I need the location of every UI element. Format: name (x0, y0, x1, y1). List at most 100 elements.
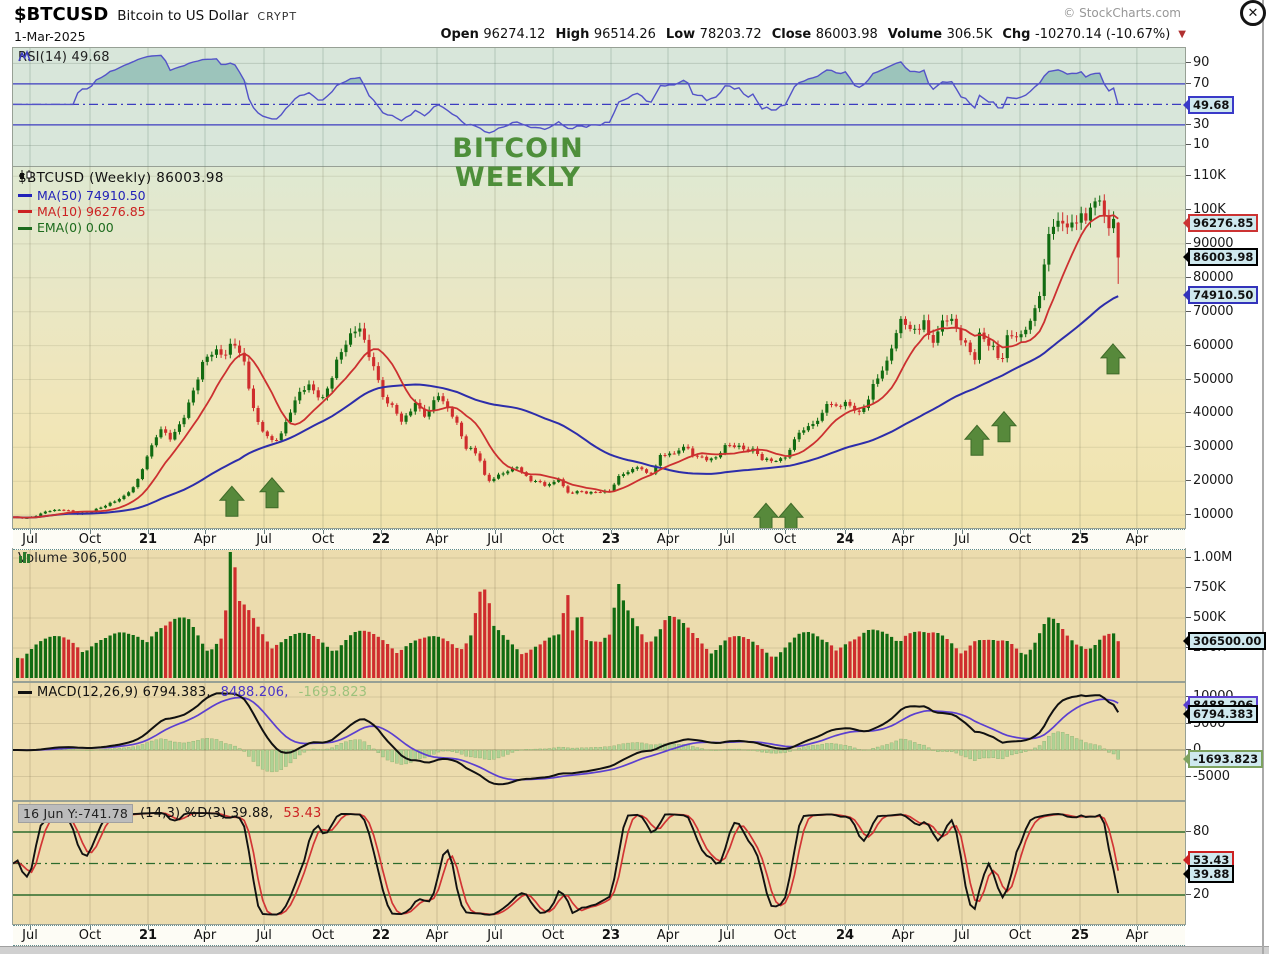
y-axis-value-box: 86003.98 (1188, 248, 1259, 267)
x-axis-tickmark (437, 530, 439, 534)
macd-label: MACD(12,26,9) 6794.383, 8488.206, -1693.… (18, 685, 367, 700)
y-axis-value-box: 96276.85 (1188, 213, 1259, 232)
x-axis-label: 23 (601, 532, 620, 547)
chart-watermark: BITCOIN WEEKLY (452, 134, 583, 192)
x-axis-tickmark (784, 926, 786, 930)
x-axis-label: 22 (371, 532, 391, 547)
y-axis-label: 1.00M (1185, 550, 1233, 565)
hover-tooltip: 16 Jun Y:-741.78 (18, 804, 134, 823)
x-axis-label: Jul (954, 532, 970, 547)
y-axis-label: 100K (1186, 202, 1226, 218)
x-axis-label: Apr (193, 532, 217, 547)
x-axis-tickmark (553, 530, 555, 534)
x-axis-label: Jul (954, 928, 970, 943)
x-axis-tickmark (1136, 530, 1138, 534)
x-axis-tickmark (903, 926, 905, 930)
y-axis-label: 20000 (1185, 473, 1234, 489)
volume-bars-icon (19, 552, 30, 563)
x-axis-tickmark (1019, 530, 1021, 534)
macd-plot (13, 683, 1185, 800)
close-button[interactable]: ✕ (1240, 0, 1266, 26)
change-down-arrow-icon: ▼ (1178, 29, 1186, 40)
x-axis-label: Oct (773, 928, 797, 943)
quote-open: Open 96274.12 (440, 27, 546, 42)
quote-chg: Chg -10270.14 (-10.67%) (1002, 27, 1171, 42)
ma50-legend: MA(50) 74910.50 (18, 188, 224, 204)
volume-panel: Volume 306,500 (12, 548, 1186, 682)
volume-plot (13, 549, 1185, 681)
y-axis-label: 250K (1186, 640, 1226, 655)
x-axis-label: Jul (719, 928, 735, 943)
x-axis-label: Oct (311, 532, 335, 547)
ema-label: EMA(0) 0.00 (37, 220, 114, 236)
x-axis-label: Jul (22, 928, 38, 943)
x-axis-tickmark (381, 926, 382, 930)
x-axis-label: Oct (1008, 532, 1032, 547)
x-axis-tickmark (668, 926, 670, 930)
x-axis-tickmark (204, 530, 206, 534)
y-axis-label: 80 (1185, 824, 1210, 840)
y-axis-label: 40000 (1185, 405, 1234, 421)
x-axis-bottom: Jul Oct 21 Apr Jul Oct 22 Apr Jul Oct 23 Apr Jul Oct 2… (13, 925, 1185, 946)
x-axis-tickmark (148, 926, 149, 930)
x-axis-tickmark (845, 530, 846, 534)
price-legend: $BTCUSD (Weekly) 86003.98 MA(50) 74910.5… (18, 170, 224, 236)
x-axis-tickmark (90, 926, 91, 930)
stochastic-panel: 16 Jun Y:-741.78 (14,3) %D(3) 39.88, 53.… (12, 801, 1186, 925)
y-axis-value-box: 306500.00 (1188, 632, 1267, 651)
x-axis-label: 21 (138, 928, 158, 943)
ma10-legend: MA(10) 96276.85 (18, 204, 224, 220)
x-axis-label: Apr (656, 928, 680, 943)
x-axis-label: Oct (541, 532, 565, 547)
y-axis-value-box: 74910.50 (1188, 286, 1259, 305)
y-axis-label: 10 (1185, 137, 1210, 153)
ma50-swatch (18, 194, 32, 198)
volume-label-text: Volume 306,500 (18, 551, 128, 566)
x-axis-label: Oct (773, 532, 797, 547)
x-axis-tickmark (961, 926, 963, 930)
quote-close: Close 86003.98 (771, 27, 878, 42)
rsi-panel: RSI(14) 49.68 (12, 47, 1186, 168)
quote-volume: Volume 306.5K (887, 27, 993, 42)
macd-panel: MACD(12,26,9) 6794.383, 8488.206, -1693.… (12, 682, 1186, 801)
ma10-swatch (18, 210, 32, 214)
x-axis-label: Oct (541, 928, 565, 943)
quote-high: High 96514.26 (555, 27, 656, 42)
x-axis-label: Apr (656, 532, 680, 547)
x-axis-tickmark (322, 926, 324, 930)
x-axis-tickmark (1019, 926, 1021, 930)
x-axis-label: Jul (22, 532, 38, 547)
x-axis-label: Jul (487, 532, 503, 547)
y-axis-label: 10000 (1185, 688, 1234, 704)
x-axis-tickmark (148, 530, 149, 534)
macd-hist-value: -1693.823 (298, 685, 368, 700)
x-axis-tickmark (1079, 530, 1081, 534)
x-axis-tickmark (204, 926, 206, 930)
x-axis-tickmark (553, 926, 555, 930)
y-axis-label: 50000 (1185, 371, 1234, 387)
x-axis-top: Jul Oct 21 Apr Jul Oct 22 Apr Jul Oct 23 Apr Jul Oct 2… (13, 529, 1185, 550)
x-axis-label: 24 (835, 532, 855, 547)
x-axis-label: 25 (1070, 928, 1090, 943)
x-axis-label: Apr (891, 928, 915, 943)
x-axis-tickmark (1079, 926, 1081, 930)
ma50-label: MA(50) 74910.50 (37, 187, 146, 203)
y-axis-value-box: -1693.823 (1188, 749, 1264, 768)
y-axis-label: 500K (1186, 610, 1226, 625)
y-axis-value-box: 53.43 (1188, 850, 1235, 869)
y-axis-label: 0 (1185, 742, 1202, 757)
y-axis-label: 5000 (1185, 715, 1226, 731)
y-axis-label: 80000 (1185, 269, 1234, 285)
x-axis-tickmark (903, 530, 905, 534)
ma10-label: MA(10) 96276.85 (37, 203, 146, 219)
x-axis-tickmark (1136, 926, 1138, 930)
x-axis-tickmark (726, 530, 728, 534)
horizontal-scrollbar[interactable] (0, 946, 1269, 954)
volume-label: Volume 306,500 (18, 551, 127, 566)
x-axis-tickmark (495, 530, 497, 534)
x-axis-tickmark (495, 926, 497, 930)
y-axis-label: 70000 (1185, 303, 1234, 319)
x-axis-label: 21 (138, 532, 158, 547)
x-axis-label: Apr (425, 532, 449, 547)
